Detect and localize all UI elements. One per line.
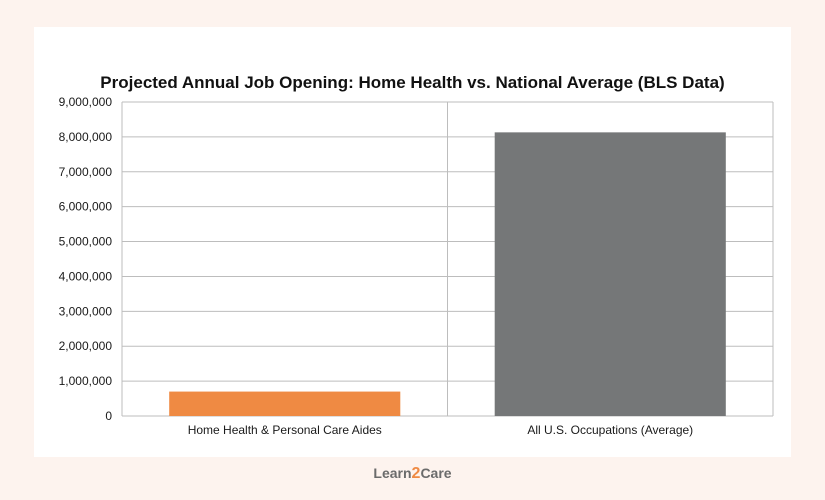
bar xyxy=(169,391,401,416)
y-tick-label: 0 xyxy=(105,409,112,423)
y-tick-label: 3,000,000 xyxy=(59,304,113,318)
y-tick-label: 8,000,000 xyxy=(59,130,113,144)
y-tick-label: 5,000,000 xyxy=(59,235,113,249)
learn2care-logo: Learn2Care xyxy=(0,465,825,483)
bar xyxy=(494,132,726,416)
y-tick-label: 2,000,000 xyxy=(59,339,113,353)
x-tick-label: All U.S. Occupations (Average) xyxy=(527,423,693,437)
y-tick-label: 9,000,000 xyxy=(59,95,113,109)
y-tick-label: 7,000,000 xyxy=(59,165,113,179)
y-tick-label: 1,000,000 xyxy=(59,374,113,388)
y-tick-label: 6,000,000 xyxy=(59,200,113,214)
x-tick-label: Home Health & Personal Care Aides xyxy=(188,423,382,437)
logo-suffix: Care xyxy=(420,465,452,481)
logo-number: 2 xyxy=(411,465,421,482)
chart-title: Projected Annual Job Opening: Home Healt… xyxy=(100,73,725,92)
y-tick-label: 4,000,000 xyxy=(59,269,113,283)
logo-prefix: Learn xyxy=(373,465,412,481)
